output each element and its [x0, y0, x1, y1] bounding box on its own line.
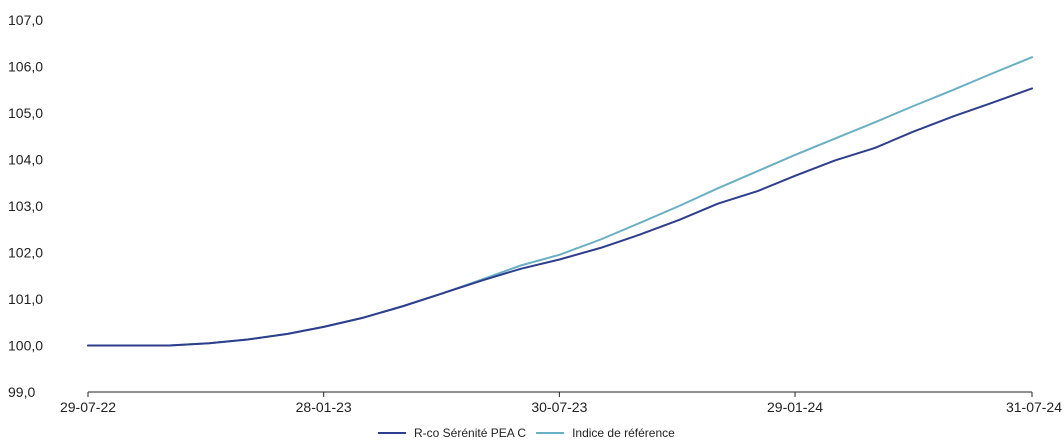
x-tick-label: 29-07-22 — [60, 399, 116, 415]
x-axis: 29-07-22 28-01-23 30-07-23 29-01-24 31-07-24 — [60, 391, 1062, 415]
y-tick-label: 103,0 — [8, 198, 43, 214]
y-tick-label: 105,0 — [8, 105, 43, 121]
x-tick-label: 28-01-23 — [296, 399, 352, 415]
y-tick-label: 106,0 — [8, 59, 43, 75]
y-tick-label: 104,0 — [8, 152, 43, 168]
series-lines — [87, 56, 1033, 347]
legend-label: Indice de référence — [572, 426, 675, 440]
y-tick-label: 100,0 — [8, 338, 43, 354]
legend: R-co Sérénité PEA C Indice de référence — [378, 426, 675, 440]
x-tick-label: 30-07-23 — [531, 399, 587, 415]
y-tick-label: 102,0 — [8, 245, 43, 261]
x-tick-label: 31-07-24 — [1006, 399, 1062, 415]
y-tick-label: 101,0 — [8, 291, 43, 307]
legend-label: R-co Sérénité PEA C — [414, 426, 526, 440]
series-line-fund — [87, 87, 1033, 347]
x-tick-label: 29-01-24 — [767, 399, 823, 415]
y-tick-label: 99,0 — [8, 384, 35, 400]
y-axis: 99,0 100,0 101,0 102,0 103,0 104,0 105,0 106,0 1… — [8, 12, 43, 400]
series-line-benchmark — [87, 56, 1033, 347]
y-tick-label: 107,0 — [8, 12, 43, 28]
